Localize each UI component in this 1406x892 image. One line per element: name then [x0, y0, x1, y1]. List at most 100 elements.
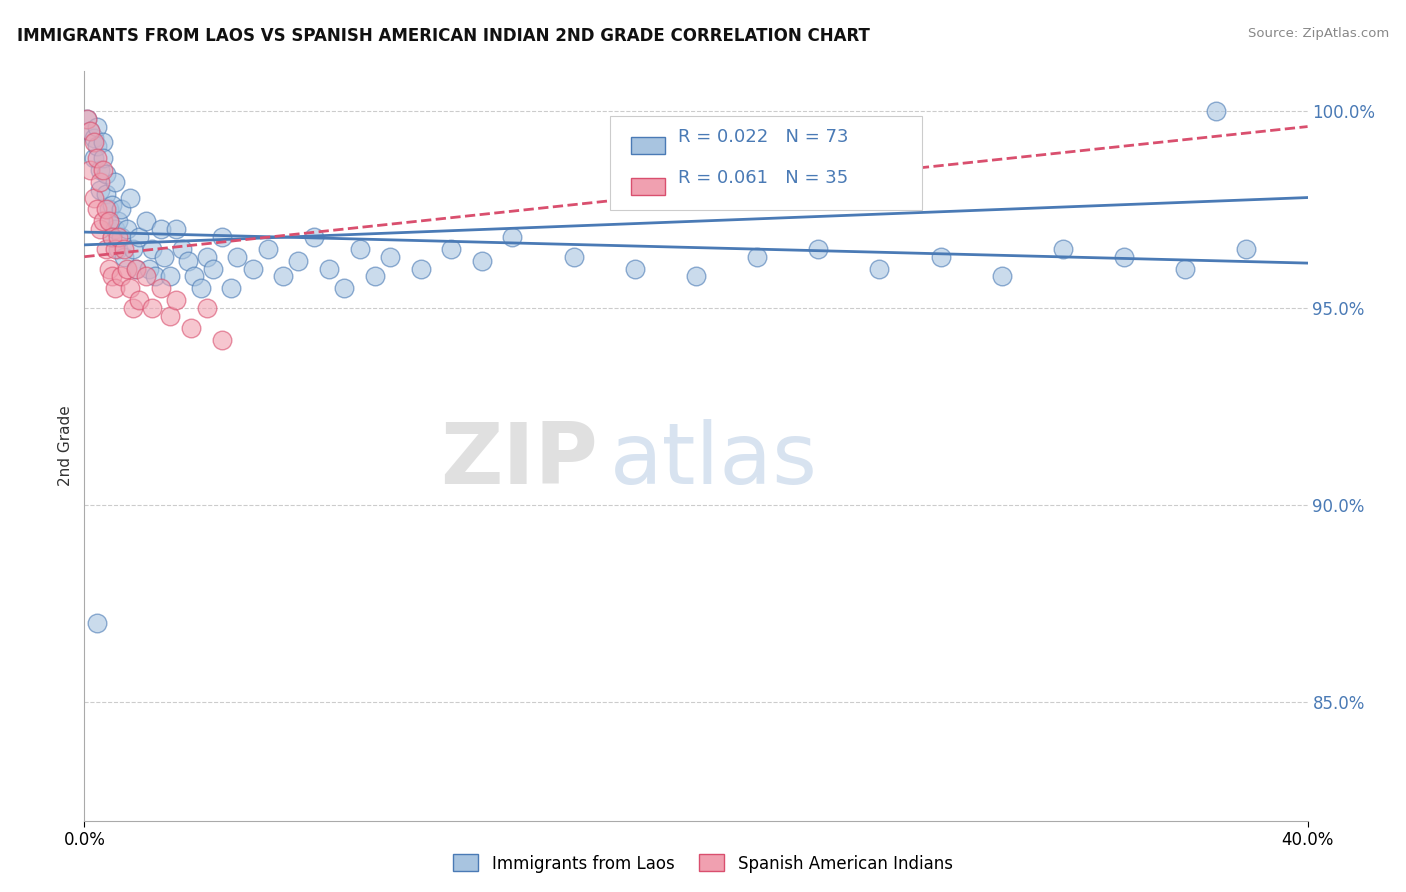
Point — [104, 242, 127, 256]
Point — [165, 222, 187, 236]
Point — [86, 202, 108, 217]
Point — [120, 281, 142, 295]
Point — [929, 250, 952, 264]
Point — [91, 136, 114, 150]
Point — [91, 151, 114, 165]
Point — [94, 186, 117, 201]
Point — [165, 293, 187, 307]
Point — [502, 230, 524, 244]
Point — [159, 309, 181, 323]
Point — [143, 269, 166, 284]
Point — [271, 269, 294, 284]
Point — [135, 269, 157, 284]
Point — [120, 190, 142, 204]
Point — [141, 242, 163, 256]
Point — [97, 261, 120, 276]
Text: Source: ZipAtlas.com: Source: ZipAtlas.com — [1249, 27, 1389, 40]
Legend: Immigrants from Laos, Spanish American Indians: Immigrants from Laos, Spanish American I… — [447, 847, 959, 880]
Point — [180, 320, 202, 334]
Point — [107, 242, 129, 256]
Point — [101, 269, 124, 284]
Point — [747, 250, 769, 264]
Point — [257, 242, 280, 256]
Bar — [631, 178, 665, 195]
Point — [101, 198, 124, 212]
Point — [349, 242, 371, 256]
Point — [110, 269, 132, 284]
Point — [159, 269, 181, 284]
Point — [76, 112, 98, 126]
Point — [97, 214, 120, 228]
Point — [94, 202, 117, 217]
Point — [79, 163, 101, 178]
Point — [112, 250, 135, 264]
Point — [104, 222, 127, 236]
Point — [125, 261, 148, 276]
Point — [128, 230, 150, 244]
Point — [287, 253, 309, 268]
Point — [86, 151, 108, 165]
Point — [138, 261, 160, 276]
Point — [318, 261, 340, 276]
Text: ZIP: ZIP — [440, 419, 598, 502]
Point — [86, 139, 108, 153]
Point — [115, 261, 138, 276]
Point — [89, 222, 111, 236]
Point — [115, 222, 138, 236]
Point — [79, 123, 101, 137]
Point — [195, 301, 218, 315]
Point — [149, 222, 172, 236]
Point — [101, 230, 124, 244]
Point — [211, 333, 233, 347]
Point — [440, 242, 463, 256]
Point — [226, 250, 249, 264]
Point — [97, 214, 120, 228]
Point — [685, 269, 707, 284]
Text: R = 0.022   N = 73: R = 0.022 N = 73 — [678, 128, 848, 145]
Point — [110, 202, 132, 217]
Point — [471, 253, 494, 268]
Point — [153, 250, 176, 264]
Point — [141, 301, 163, 315]
Point — [110, 230, 132, 244]
Point — [104, 281, 127, 295]
Point — [86, 120, 108, 134]
Bar — [631, 137, 665, 153]
Point — [94, 167, 117, 181]
FancyBboxPatch shape — [610, 116, 922, 210]
Point — [380, 250, 402, 264]
Point — [79, 123, 101, 137]
Text: R = 0.061   N = 35: R = 0.061 N = 35 — [678, 169, 848, 186]
Point — [869, 261, 891, 276]
Point — [183, 269, 205, 284]
Point — [333, 281, 356, 295]
Point — [89, 175, 111, 189]
Point — [135, 214, 157, 228]
Point — [83, 151, 105, 165]
Point — [1174, 261, 1197, 276]
Point — [122, 301, 145, 315]
Point — [1236, 242, 1258, 256]
Point — [201, 261, 224, 276]
Point — [409, 261, 432, 276]
Point — [112, 242, 135, 256]
Point — [101, 230, 124, 244]
Point — [190, 281, 212, 295]
Point — [83, 131, 105, 145]
Point — [242, 261, 264, 276]
Point — [177, 253, 200, 268]
Point — [91, 214, 114, 228]
Text: IMMIGRANTS FROM LAOS VS SPANISH AMERICAN INDIAN 2ND GRADE CORRELATION CHART: IMMIGRANTS FROM LAOS VS SPANISH AMERICAN… — [17, 27, 870, 45]
Point — [104, 175, 127, 189]
Point — [1052, 242, 1074, 256]
Point — [97, 202, 120, 217]
Point — [83, 136, 105, 150]
Point — [302, 230, 325, 244]
Point — [89, 183, 111, 197]
Text: atlas: atlas — [610, 419, 818, 502]
Point — [1114, 250, 1136, 264]
Point — [94, 242, 117, 256]
Point — [364, 269, 387, 284]
Point — [91, 163, 114, 178]
Point — [807, 242, 830, 256]
